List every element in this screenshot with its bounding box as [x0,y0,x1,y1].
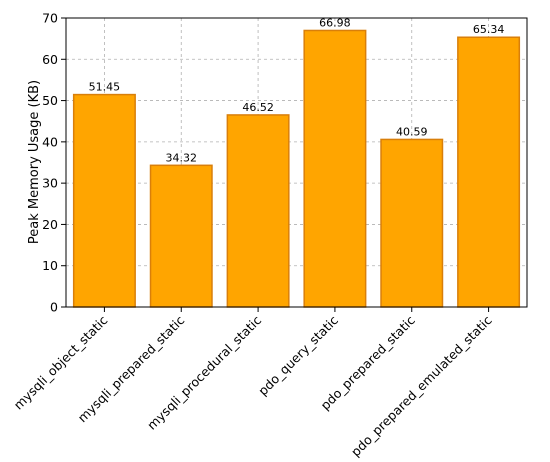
y-ticks-layer: 0 10 20 30 40 50 60 70 [42,11,66,315]
bar-value-label: 66.98 [319,16,351,29]
axes-layer [65,17,528,308]
y-tick-label: 20 [42,217,58,232]
bar-value-label: 65.34 [473,23,505,36]
bar-mysqli-object-static [72,93,136,308]
y-tick-label: 50 [42,93,58,108]
y-tick-label: 70 [42,11,58,26]
bar-value-label: 51.45 [89,81,121,94]
y-tick-label: 40 [42,134,58,149]
plot-frame [65,17,528,308]
bars-layer [72,29,521,308]
bar-value-label: 46.52 [242,101,274,114]
bar-pdo-prepared-emulated-static [457,36,521,308]
y-axis-label: Peak Memory Usage (KB) [27,80,42,244]
y-tick-label: 30 [42,176,58,191]
bar-value-label: 34.32 [166,151,198,164]
bar-pdo-prepared-static [380,138,444,308]
y-tick-label: 60 [42,52,58,67]
bar-value-label: 40.59 [396,125,428,138]
data-labels-layer: 51.45 34.32 46.52 66.98 40.59 65.34 [89,16,505,164]
y-tick-label: 10 [42,258,58,273]
x-ticks-layer: mysqli_object_staticmysqli_prepared_stat… [11,307,495,459]
bar-pdo-query-static [303,29,367,308]
y-tick-label: 0 [50,300,58,315]
bar-mysqli-procedural-static [226,114,290,308]
x-tick-label: pdo_prepared_emulated_static [348,312,495,459]
x-tick-label: pdo_query_static [255,312,341,398]
bar-mysqli-prepared-static [149,164,213,308]
